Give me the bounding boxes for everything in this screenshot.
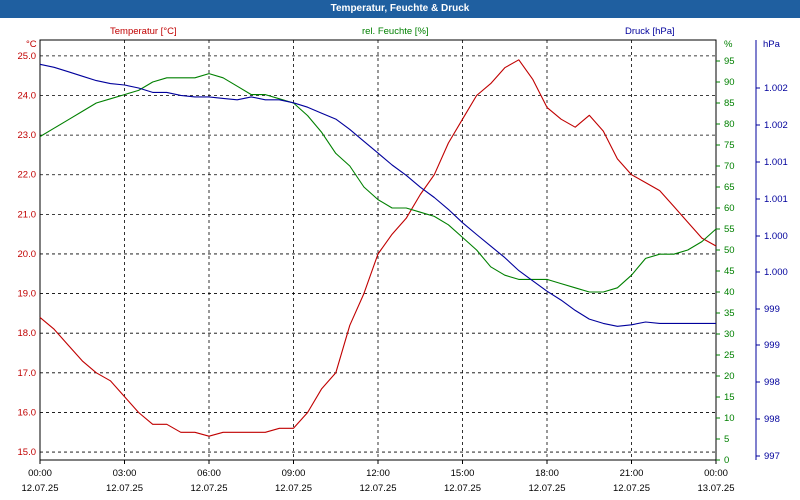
x-tick-time: 09:00 xyxy=(282,468,306,479)
humidity-unit-label: % xyxy=(724,39,733,50)
x-tick-time: 15:00 xyxy=(451,468,475,479)
pressure-tick-label: 1.001 xyxy=(764,157,788,168)
humidity-tick-label: 10 xyxy=(724,413,735,424)
x-tick-time: 00:00 xyxy=(28,468,52,479)
x-tick-date: 12.07.25 xyxy=(275,483,312,494)
humidity-tick-label: 95 xyxy=(724,56,735,67)
temperature-tick-label: 18.0 xyxy=(18,328,37,339)
temperature-tick-label: 21.0 xyxy=(18,209,37,220)
humidity-tick-label: 65 xyxy=(724,182,735,193)
x-tick-date: 12.07.25 xyxy=(106,483,143,494)
temperature-tick-label: 19.0 xyxy=(18,289,37,300)
humidity-tick-label: 90 xyxy=(724,77,735,88)
humidity-tick-label: 50 xyxy=(724,245,735,256)
x-tick-time: 18:00 xyxy=(535,468,559,479)
pressure-tick-label: 998 xyxy=(764,377,780,388)
pressure-tick-label: 997 xyxy=(764,451,780,462)
temperature-tick-label: 16.0 xyxy=(18,407,37,418)
humidity-tick-label: 5 xyxy=(724,434,729,445)
humidity-tick-label: 30 xyxy=(724,329,735,340)
humidity-tick-label: 15 xyxy=(724,392,735,403)
pressure-unit-label: hPa xyxy=(763,39,781,50)
humidity-tick-label: 20 xyxy=(724,371,735,382)
pressure-tick-label: 999 xyxy=(764,340,780,351)
x-tick-date: 12.07.25 xyxy=(529,483,566,494)
temperature-tick-label: 23.0 xyxy=(18,130,37,141)
pressure-tick-label: 1.001 xyxy=(764,194,788,205)
pressure-tick-label: 1.002 xyxy=(764,83,788,94)
pressure-tick-label: 999 xyxy=(764,304,780,315)
pressure-tick-label: 1.002 xyxy=(764,120,788,131)
pressure-tick-label: 1.000 xyxy=(764,231,788,242)
humidity-tick-label: 0 xyxy=(724,455,729,466)
pressure-series-label: Druck [hPa] xyxy=(625,26,675,37)
temperature-tick-label: 24.0 xyxy=(18,90,37,101)
humidity-series-label: rel. Feuchte [%] xyxy=(362,26,429,37)
pressure-tick-label: 1.000 xyxy=(764,267,788,278)
temperature-tick-label: 22.0 xyxy=(18,170,37,181)
axis-labels: 15.0 16.0 17.0 18.0 19.0 20.0 21.0 22.0 23.0 24.0… xyxy=(18,26,788,494)
humidity-tick-label: 80 xyxy=(724,119,735,130)
humidity-tick-label: 40 xyxy=(724,287,735,298)
x-tick-time: 21:00 xyxy=(620,468,644,479)
humidity-tick-label: 60 xyxy=(724,203,735,214)
humidity-tick-label: 55 xyxy=(724,224,735,235)
x-tick-time: 03:00 xyxy=(113,468,137,479)
x-tick-time: 00:00 xyxy=(704,468,728,479)
x-tick-date: 13.07.25 xyxy=(698,483,735,494)
x-tick-date: 12.07.25 xyxy=(191,483,228,494)
temperature-series-label: Temperatur [°C] xyxy=(110,26,177,37)
humidity-tick-label: 35 xyxy=(724,308,735,319)
temperature-tick-label: 20.0 xyxy=(18,249,37,260)
humidity-tick-label: 45 xyxy=(724,266,735,277)
humidity-tick-label: 25 xyxy=(724,350,735,361)
humidity-tick-label: 70 xyxy=(724,161,735,172)
temperature-line xyxy=(40,60,716,436)
grid xyxy=(40,40,760,464)
humidity-tick-label: 85 xyxy=(724,98,735,109)
x-tick-time: 12:00 xyxy=(366,468,390,479)
x-tick-date: 12.07.25 xyxy=(22,483,59,494)
temperature-tick-label: 25.0 xyxy=(18,51,37,62)
humidity-tick-label: 75 xyxy=(724,140,735,151)
temperature-tick-label: 15.0 xyxy=(18,447,37,458)
series-lines xyxy=(40,60,716,436)
temperature-unit-label: °C xyxy=(26,39,37,50)
temperature-tick-label: 17.0 xyxy=(18,368,37,379)
pressure-tick-label: 998 xyxy=(764,414,780,425)
x-tick-date: 12.07.25 xyxy=(444,483,481,494)
x-tick-date: 12.07.25 xyxy=(360,483,397,494)
x-tick-date: 12.07.25 xyxy=(613,483,650,494)
x-tick-time: 06:00 xyxy=(197,468,221,479)
